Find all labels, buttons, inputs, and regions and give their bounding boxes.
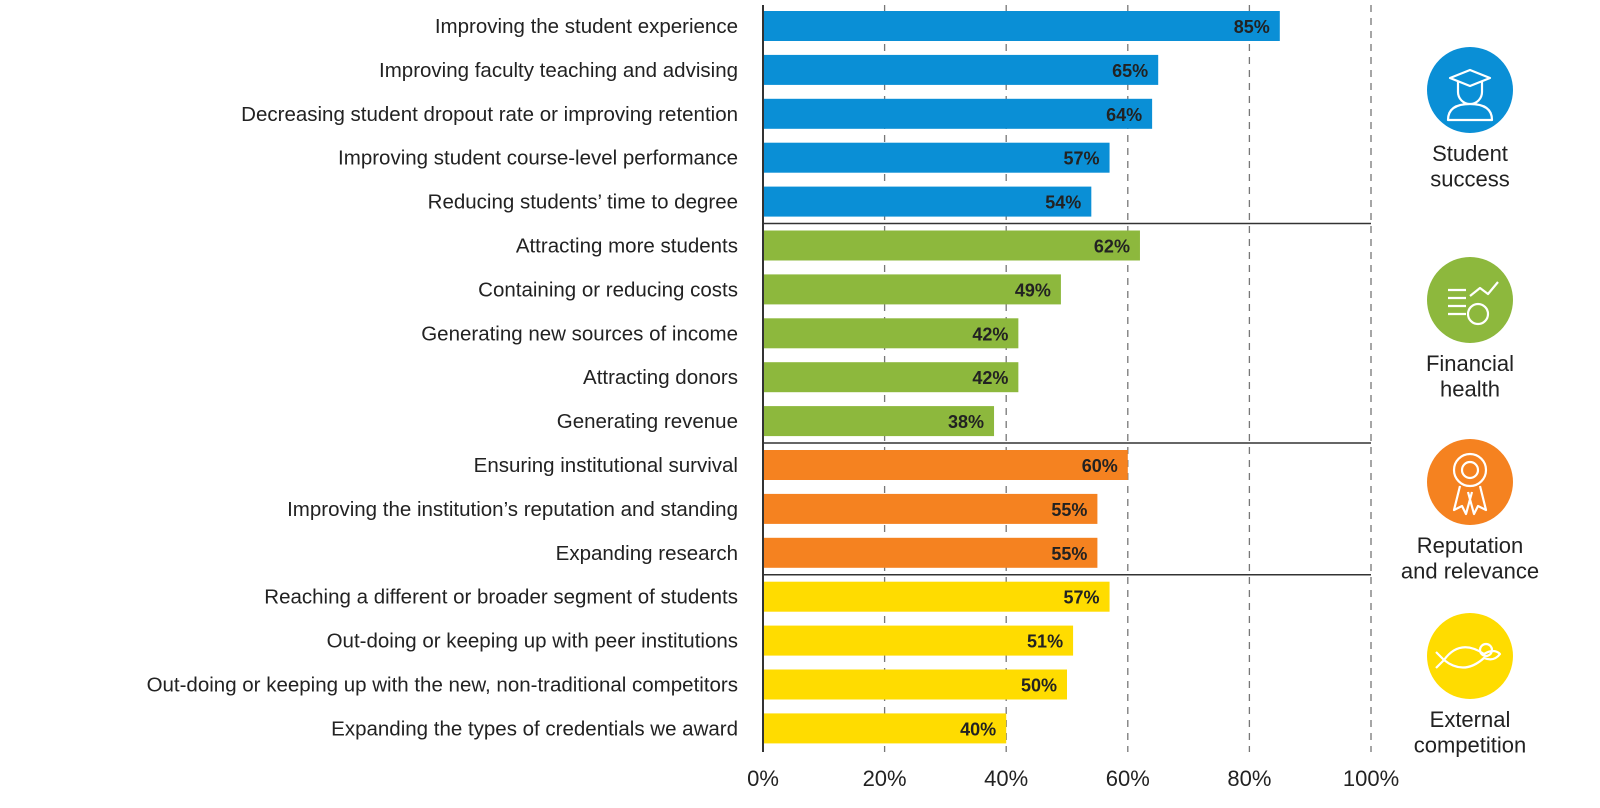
data-label: 60%	[1082, 456, 1118, 476]
bar	[763, 230, 1140, 261]
group-label: and relevance	[1401, 559, 1539, 584]
bar	[763, 362, 1019, 393]
data-label: 40%	[960, 719, 996, 739]
data-label: 49%	[1015, 280, 1051, 300]
bar	[763, 581, 1110, 612]
bar	[763, 625, 1074, 656]
bar	[763, 537, 1098, 568]
bar	[763, 318, 1019, 349]
x-tick-label: 40%	[984, 766, 1028, 791]
coins-growth-icon	[1427, 257, 1513, 343]
bar	[763, 669, 1067, 700]
category-label: Expanding the types of credentials we aw…	[331, 717, 738, 740]
x-tick-label: 0%	[747, 766, 779, 791]
bar	[763, 493, 1098, 524]
category-label: Attracting donors	[583, 366, 738, 389]
category-label: Containing or reducing costs	[478, 278, 738, 301]
category-label: Decreasing student dropout rate or impro…	[241, 103, 738, 126]
group-label: External	[1430, 707, 1511, 732]
category-label: Improving the institution’s reputation a…	[287, 498, 738, 521]
bar	[763, 713, 1007, 744]
data-label: 57%	[1064, 149, 1100, 169]
bar	[763, 142, 1110, 173]
group-label: success	[1430, 167, 1509, 192]
data-label: 57%	[1064, 588, 1100, 608]
group-label: health	[1440, 377, 1500, 402]
data-label: 64%	[1106, 105, 1142, 125]
x-tick-label: 20%	[863, 766, 907, 791]
category-label: Reaching a different or broader segment …	[264, 586, 738, 609]
graduate-icon-glyph	[1446, 68, 1494, 122]
bar	[763, 11, 1280, 41]
category-label: Generating new sources of income	[421, 322, 738, 345]
data-label: 85%	[1234, 17, 1270, 37]
data-label: 62%	[1094, 237, 1130, 257]
bar	[763, 98, 1153, 129]
group-label: Financial	[1426, 351, 1514, 376]
category-label: Out-doing or keeping up with the new, no…	[147, 674, 738, 697]
data-label: 38%	[948, 412, 984, 432]
x-tick-label: 80%	[1227, 766, 1271, 791]
x-tick-label: 60%	[1106, 766, 1150, 791]
award-rosette-icon-glyph	[1452, 452, 1488, 516]
award-rosette-icon	[1427, 439, 1513, 525]
data-label: 51%	[1027, 632, 1063, 652]
category-label: Improving the student experience	[435, 15, 738, 38]
group-label: competition	[1414, 733, 1527, 758]
category-label: Out-doing or keeping up with peer instit…	[327, 630, 738, 653]
bar	[763, 186, 1092, 217]
group-label: Student	[1432, 141, 1508, 166]
data-label: 50%	[1021, 676, 1057, 696]
data-label: 42%	[972, 324, 1008, 344]
data-label: 55%	[1051, 500, 1087, 520]
bar	[763, 54, 1159, 85]
data-label: 65%	[1112, 61, 1148, 81]
coins-growth-icon-glyph	[1448, 281, 1499, 326]
category-label: Ensuring institutional survival	[474, 454, 738, 477]
bar	[763, 450, 1128, 480]
category-label: Expanding research	[556, 542, 738, 565]
fish-eating-fish-icon	[1427, 613, 1513, 699]
data-label: 55%	[1051, 544, 1087, 564]
category-label: Reducing students’ time to degree	[428, 191, 738, 214]
graduate-icon	[1427, 47, 1513, 133]
category-label: Improving faculty teaching and advising	[379, 59, 738, 82]
data-label: 42%	[972, 368, 1008, 388]
x-tick-label: 100%	[1343, 766, 1399, 791]
bar	[763, 406, 995, 437]
fish-eating-fish-icon-glyph	[1435, 642, 1502, 669]
category-label: Attracting more students	[516, 235, 738, 258]
bar	[763, 274, 1061, 305]
data-label: 54%	[1045, 193, 1081, 213]
category-label: Improving student course-level performan…	[338, 147, 738, 170]
category-label: Generating revenue	[557, 410, 738, 433]
group-label: Reputation	[1417, 533, 1523, 558]
